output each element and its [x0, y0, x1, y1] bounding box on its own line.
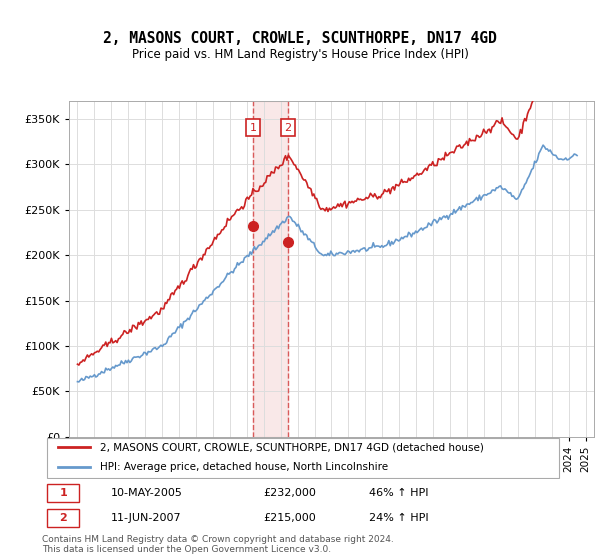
- Text: Contains HM Land Registry data © Crown copyright and database right 2024.
This d: Contains HM Land Registry data © Crown c…: [42, 535, 394, 554]
- Text: 11-JUN-2007: 11-JUN-2007: [110, 513, 181, 523]
- Text: 24% ↑ HPI: 24% ↑ HPI: [370, 513, 429, 523]
- Text: 46% ↑ HPI: 46% ↑ HPI: [370, 488, 429, 498]
- Text: 1: 1: [250, 123, 256, 133]
- Text: £215,000: £215,000: [264, 513, 317, 523]
- Text: £232,000: £232,000: [264, 488, 317, 498]
- Text: 2, MASONS COURT, CROWLE, SCUNTHORPE, DN17 4GD: 2, MASONS COURT, CROWLE, SCUNTHORPE, DN1…: [103, 31, 497, 46]
- FancyBboxPatch shape: [47, 509, 79, 527]
- Text: HPI: Average price, detached house, North Lincolnshire: HPI: Average price, detached house, Nort…: [100, 462, 388, 472]
- Text: 10-MAY-2005: 10-MAY-2005: [110, 488, 182, 498]
- Bar: [253, 101, 288, 437]
- Text: Price paid vs. HM Land Registry's House Price Index (HPI): Price paid vs. HM Land Registry's House …: [131, 48, 469, 60]
- Text: 2, MASONS COURT, CROWLE, SCUNTHORPE, DN17 4GD (detached house): 2, MASONS COURT, CROWLE, SCUNTHORPE, DN1…: [100, 442, 484, 452]
- Text: 2: 2: [284, 123, 292, 133]
- Text: 1: 1: [59, 488, 67, 498]
- Text: 2: 2: [59, 513, 67, 523]
- FancyBboxPatch shape: [47, 484, 79, 502]
- FancyBboxPatch shape: [47, 438, 559, 478]
